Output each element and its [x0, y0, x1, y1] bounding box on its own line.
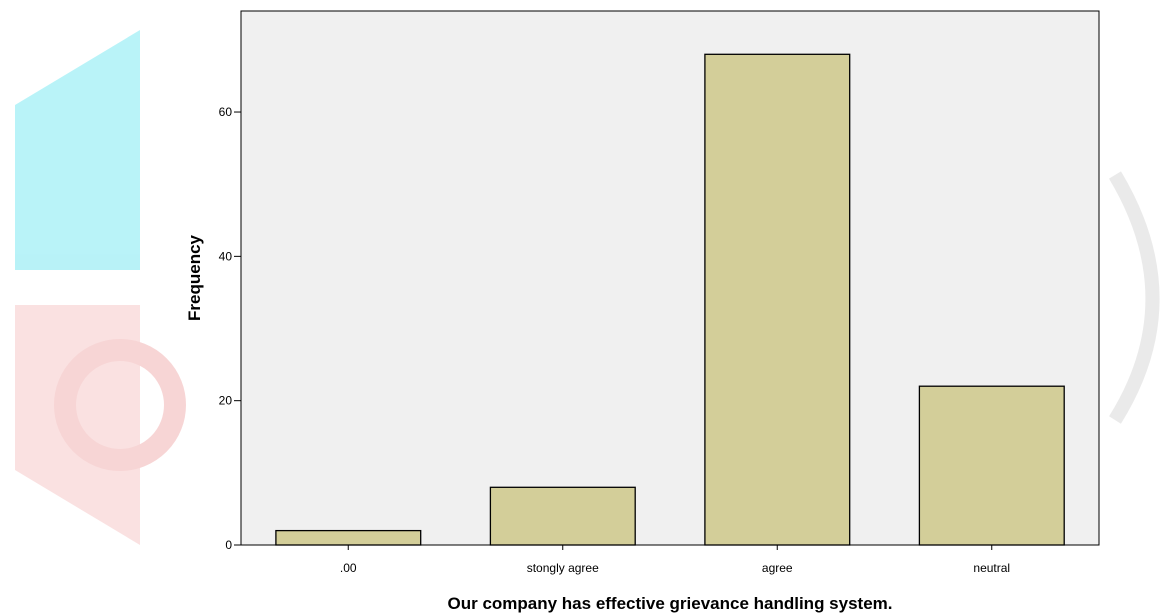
y-tick-label: 40 — [219, 249, 233, 263]
watermark-gear-icon — [54, 339, 186, 471]
y-tick-label: 60 — [219, 105, 233, 119]
y-tick-label: 0 — [225, 538, 232, 552]
bar — [489, 486, 636, 546]
x-tick-label: neutral — [973, 561, 1010, 575]
watermark-gray-arc — [1108, 171, 1160, 424]
bar — [918, 385, 1065, 546]
x-tick-label: stongly agree — [527, 561, 599, 575]
bar — [704, 53, 851, 546]
bar-group — [275, 53, 1065, 546]
x-axis-title: Our company has effective grievance hand… — [448, 594, 893, 613]
x-tick-label: agree — [762, 561, 793, 575]
watermark-cyan-shape — [15, 30, 140, 270]
x-tick-label: .00 — [340, 561, 357, 575]
y-axis: 0 20 40 60 — [219, 105, 241, 552]
y-axis-title: Frequency — [185, 234, 204, 321]
bar — [275, 529, 422, 546]
watermark-logo — [15, 30, 1160, 545]
x-axis: .00 stongly agree agree neutral — [340, 545, 1010, 575]
y-tick-label: 20 — [219, 394, 233, 408]
